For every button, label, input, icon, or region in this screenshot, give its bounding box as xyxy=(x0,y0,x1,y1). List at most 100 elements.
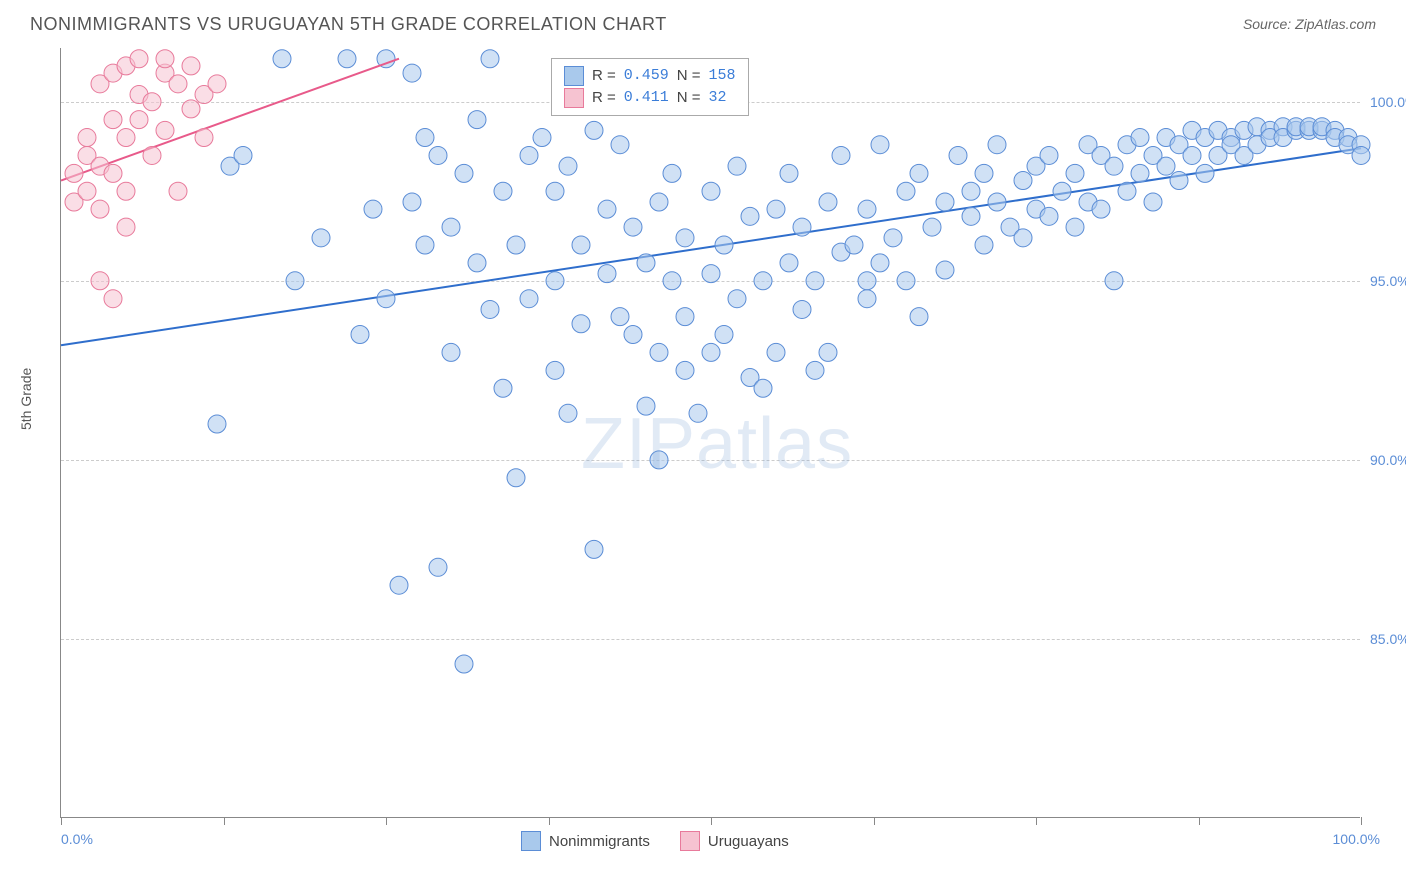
stats-legend-box: R = 0.459 N = 158R = 0.411 N = 32 xyxy=(551,58,749,116)
data-point xyxy=(754,379,772,397)
x-tick xyxy=(386,817,387,825)
data-point xyxy=(650,193,668,211)
x-tick xyxy=(1199,817,1200,825)
data-point xyxy=(520,146,538,164)
data-point xyxy=(884,229,902,247)
data-point xyxy=(442,343,460,361)
data-point xyxy=(845,236,863,254)
data-point xyxy=(936,193,954,211)
data-point xyxy=(793,300,811,318)
data-point xyxy=(962,182,980,200)
data-point xyxy=(585,540,603,558)
data-point xyxy=(1040,146,1058,164)
data-point xyxy=(806,361,824,379)
data-point xyxy=(936,261,954,279)
data-point xyxy=(1014,172,1032,190)
data-point xyxy=(702,182,720,200)
y-tick-label: 95.0% xyxy=(1370,273,1406,289)
data-point xyxy=(1014,229,1032,247)
x-tick xyxy=(1361,817,1362,825)
data-point xyxy=(104,164,122,182)
data-point xyxy=(858,272,876,290)
data-point xyxy=(481,300,499,318)
data-point xyxy=(1157,157,1175,175)
data-point xyxy=(546,272,564,290)
source-value: ZipAtlas.com xyxy=(1295,16,1376,32)
data-point xyxy=(130,111,148,129)
data-point xyxy=(117,129,135,147)
data-point xyxy=(819,193,837,211)
data-point xyxy=(871,136,889,154)
data-point xyxy=(1131,164,1149,182)
data-point xyxy=(858,290,876,308)
data-point xyxy=(624,326,642,344)
x-tick xyxy=(1036,817,1037,825)
data-point xyxy=(663,164,681,182)
data-point xyxy=(104,111,122,129)
stat-r-value: 0.459 xyxy=(624,65,669,87)
y-tick-label: 90.0% xyxy=(1370,452,1406,468)
data-point xyxy=(611,136,629,154)
legend-swatch xyxy=(521,831,541,851)
data-point xyxy=(494,379,512,397)
data-point xyxy=(208,75,226,93)
data-point xyxy=(1352,146,1370,164)
data-point xyxy=(650,451,668,469)
data-point xyxy=(975,164,993,182)
data-point xyxy=(312,229,330,247)
data-point xyxy=(117,182,135,200)
plot-area: ZIPatlas 85.0%90.0%95.0%100.0% R = 0.459… xyxy=(60,48,1360,818)
series-legend: Nonimmigrants Uruguayans xyxy=(521,831,789,851)
data-point xyxy=(78,182,96,200)
data-point xyxy=(1144,193,1162,211)
data-point xyxy=(143,146,161,164)
legend-swatch xyxy=(564,88,584,108)
data-point xyxy=(611,308,629,326)
data-point xyxy=(650,343,668,361)
data-point xyxy=(338,50,356,68)
x-tick xyxy=(224,817,225,825)
data-point xyxy=(104,290,122,308)
data-point xyxy=(741,207,759,225)
data-point xyxy=(780,254,798,272)
data-point xyxy=(767,200,785,218)
data-point xyxy=(546,361,564,379)
trend-line xyxy=(61,148,1361,345)
data-point xyxy=(728,290,746,308)
data-point xyxy=(676,229,694,247)
data-point xyxy=(637,254,655,272)
y-tick-label: 85.0% xyxy=(1370,631,1406,647)
scatter-plot-svg xyxy=(61,48,1360,817)
data-point xyxy=(494,182,512,200)
data-point xyxy=(429,558,447,576)
data-point xyxy=(1118,182,1136,200)
legend-label: Nonimmigrants xyxy=(549,833,650,850)
data-point xyxy=(416,236,434,254)
data-point xyxy=(572,315,590,333)
source-attribution: Source: ZipAtlas.com xyxy=(1243,16,1376,32)
data-point xyxy=(715,236,733,254)
data-point xyxy=(910,164,928,182)
data-point xyxy=(156,121,174,139)
stat-r-label: R = xyxy=(592,87,616,109)
legend-label: Uruguayans xyxy=(708,833,789,850)
data-point xyxy=(1040,207,1058,225)
data-point xyxy=(169,182,187,200)
data-point xyxy=(130,50,148,68)
data-point xyxy=(416,129,434,147)
data-point xyxy=(702,343,720,361)
data-point xyxy=(910,308,928,326)
data-point xyxy=(1092,200,1110,218)
data-point xyxy=(923,218,941,236)
data-point xyxy=(715,326,733,344)
data-point xyxy=(182,100,200,118)
data-point xyxy=(65,164,83,182)
data-point xyxy=(91,272,109,290)
data-point xyxy=(962,207,980,225)
data-point xyxy=(728,157,746,175)
stat-n-value: 158 xyxy=(709,65,736,87)
data-point xyxy=(806,272,824,290)
x-axis-label: 100.0% xyxy=(1333,831,1380,847)
data-point xyxy=(234,146,252,164)
legend-item: Uruguayans xyxy=(680,831,789,851)
